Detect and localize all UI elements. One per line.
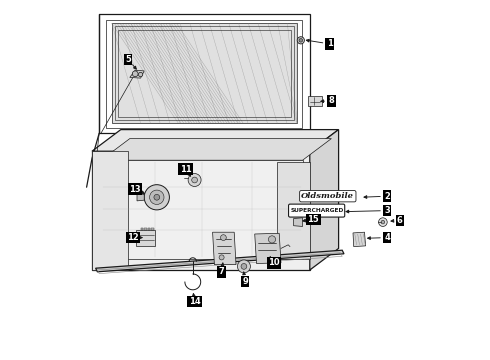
Polygon shape — [92, 151, 310, 270]
Text: 5: 5 — [125, 55, 131, 64]
Circle shape — [132, 71, 138, 77]
Polygon shape — [151, 228, 154, 230]
Circle shape — [188, 174, 201, 186]
Polygon shape — [213, 232, 236, 265]
Polygon shape — [101, 139, 331, 160]
Text: SUPERCHARGED: SUPERCHARGED — [291, 208, 343, 213]
Polygon shape — [255, 233, 281, 264]
Polygon shape — [101, 160, 303, 259]
Text: Oldsmobile: Oldsmobile — [301, 192, 354, 200]
Circle shape — [219, 255, 224, 260]
Polygon shape — [141, 228, 143, 230]
Text: 15: 15 — [308, 215, 319, 224]
Text: 9: 9 — [242, 277, 248, 286]
Text: 12: 12 — [127, 233, 139, 242]
Circle shape — [154, 194, 160, 200]
Text: 14: 14 — [189, 297, 200, 306]
FancyBboxPatch shape — [289, 204, 345, 217]
Text: 11: 11 — [180, 165, 192, 174]
Circle shape — [192, 177, 197, 183]
Polygon shape — [136, 230, 155, 246]
Polygon shape — [294, 218, 303, 226]
Polygon shape — [308, 96, 321, 106]
Polygon shape — [96, 250, 344, 272]
Circle shape — [144, 185, 170, 210]
Polygon shape — [148, 228, 150, 230]
Text: 13: 13 — [129, 184, 141, 194]
Circle shape — [238, 260, 250, 273]
Polygon shape — [137, 194, 144, 201]
Polygon shape — [99, 14, 310, 133]
Text: 4: 4 — [384, 233, 390, 242]
Circle shape — [381, 220, 385, 224]
Text: 7: 7 — [219, 267, 224, 276]
Circle shape — [241, 264, 247, 269]
Text: 3: 3 — [384, 206, 390, 215]
Circle shape — [220, 235, 226, 240]
Polygon shape — [112, 23, 297, 123]
Polygon shape — [353, 232, 366, 247]
Circle shape — [297, 37, 304, 44]
Text: 1: 1 — [327, 40, 333, 49]
Text: 2: 2 — [384, 192, 390, 201]
Circle shape — [139, 72, 143, 77]
Circle shape — [269, 236, 275, 243]
Polygon shape — [310, 130, 339, 270]
Polygon shape — [106, 20, 302, 128]
Polygon shape — [130, 70, 144, 78]
Circle shape — [379, 218, 387, 226]
Text: 10: 10 — [268, 258, 280, 267]
Polygon shape — [277, 162, 310, 259]
Polygon shape — [92, 130, 339, 151]
Polygon shape — [144, 228, 147, 230]
Text: 8: 8 — [328, 96, 334, 105]
Circle shape — [149, 190, 164, 204]
Circle shape — [299, 39, 303, 42]
Polygon shape — [92, 151, 128, 270]
Text: 6: 6 — [397, 216, 403, 225]
